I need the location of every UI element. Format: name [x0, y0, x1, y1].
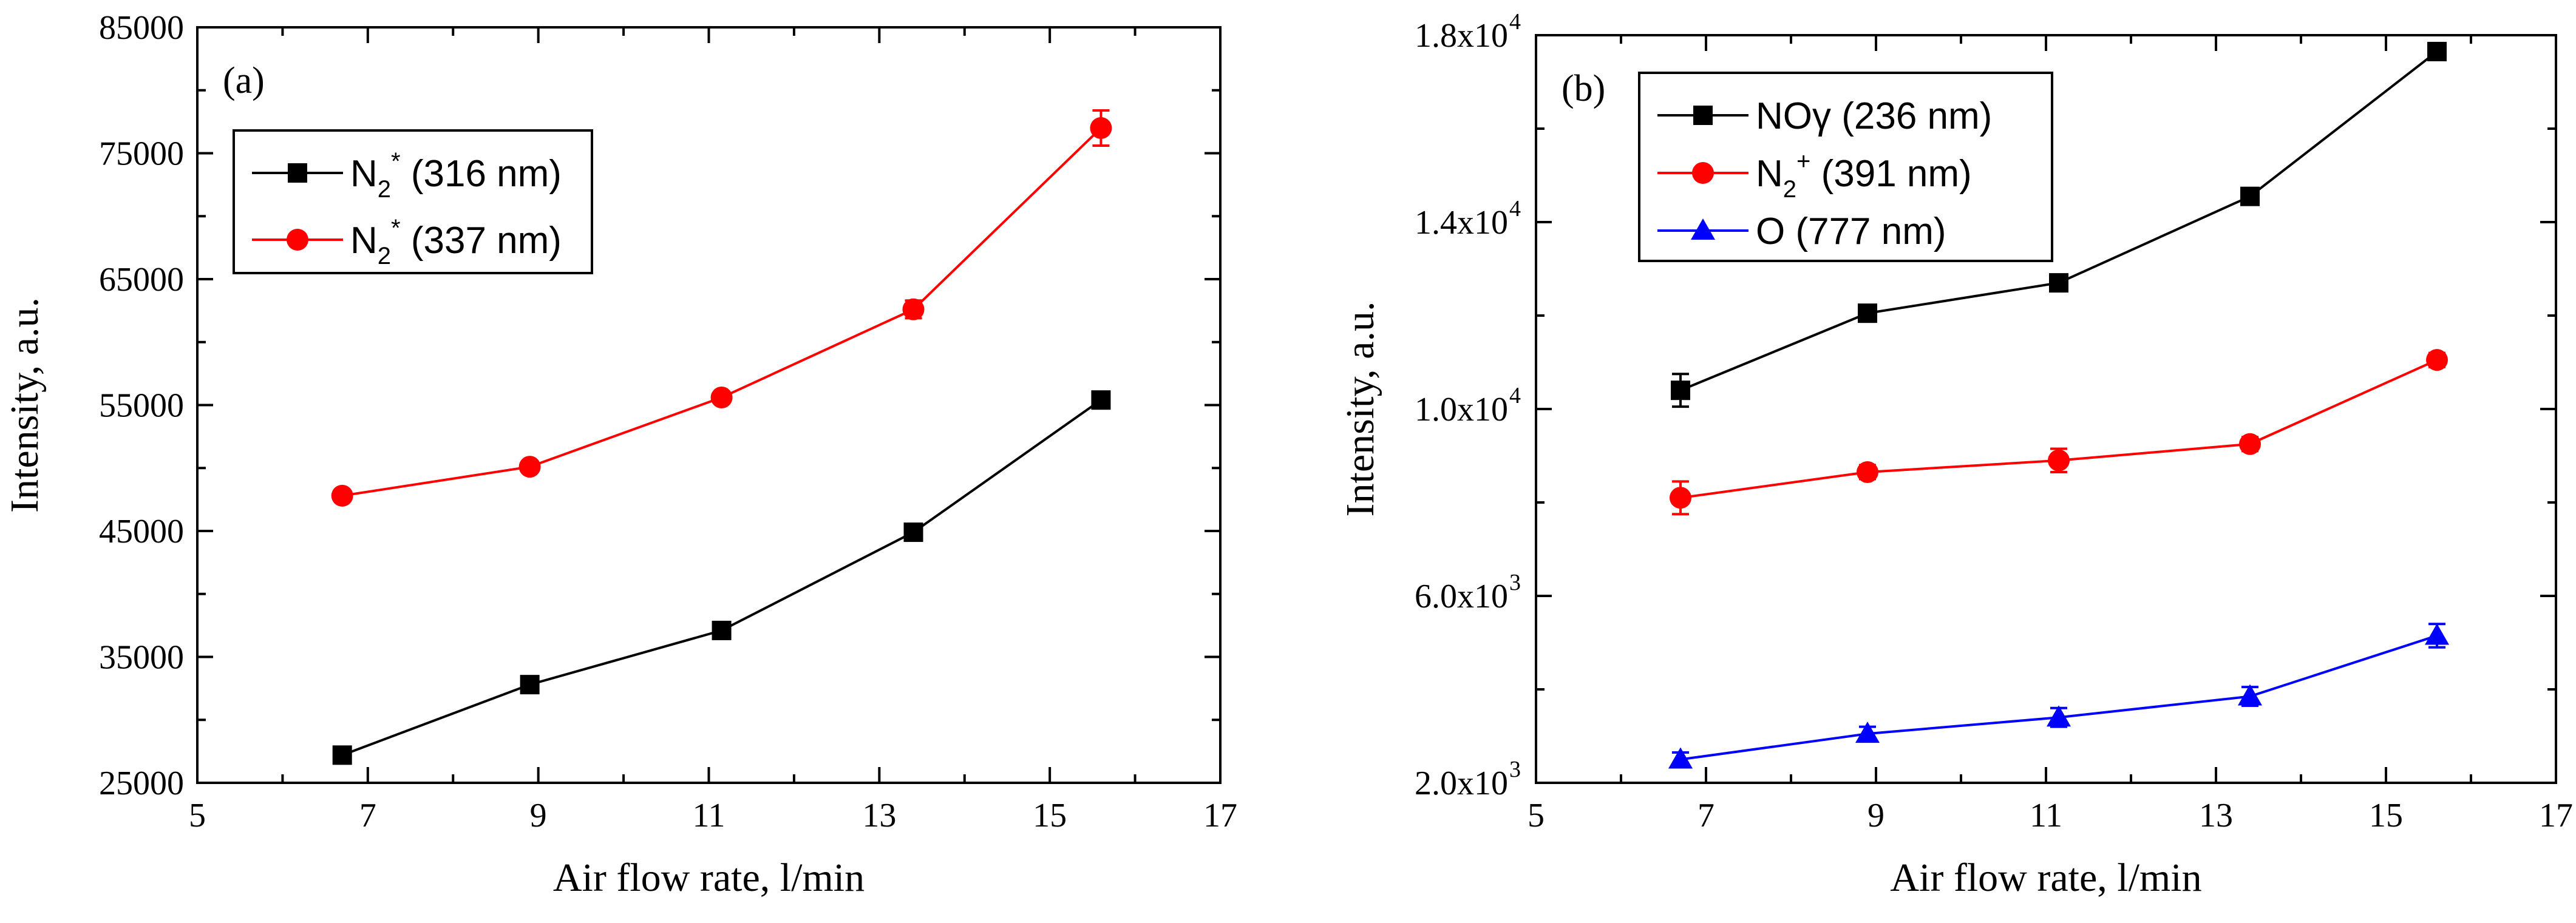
- y-tick-label-exponent: 3: [1509, 570, 1521, 595]
- data-point: [2427, 41, 2447, 61]
- x-tick-label: 5: [1528, 797, 1545, 834]
- legend-sup: *: [391, 215, 401, 242]
- panel-label: (b): [1562, 68, 1605, 109]
- series-line: [342, 399, 1102, 757]
- data-point: [2239, 433, 2261, 455]
- y-tick-label-mantissa: 6.0x10: [1415, 578, 1508, 615]
- y-tick-label: 25000: [99, 765, 184, 802]
- x-tick-label: 7: [359, 797, 376, 834]
- y-tick-label-exponent: 4: [1509, 9, 1521, 35]
- legend-marker: [1691, 218, 1715, 240]
- data-point: [520, 675, 540, 695]
- y-tick-label: 75000: [99, 135, 184, 173]
- x-tick-label: 17: [1203, 797, 1237, 834]
- data-point: [518, 456, 541, 478]
- data-point: [2425, 623, 2449, 645]
- x-tick-label: 9: [1867, 797, 1884, 834]
- data-point: [2048, 449, 2070, 472]
- y-axis-title: Intensity, a.u.: [2, 297, 47, 513]
- x-tick-label: 7: [1698, 797, 1715, 834]
- legend-sup: +: [1796, 148, 1810, 175]
- legend-label: N2* (316 nm): [350, 148, 562, 203]
- legend-main: N: [1756, 153, 1783, 195]
- series-line: [1680, 359, 2438, 499]
- legend-label: N2* (337 nm): [350, 215, 562, 269]
- y-tick-label-exponent: 4: [1509, 196, 1521, 221]
- x-axis-title: Air flow rate, l/min: [553, 856, 865, 900]
- y-tick-label: 45000: [99, 513, 184, 550]
- data-point: [1855, 722, 1880, 743]
- data-point: [1091, 390, 1111, 410]
- legend-sub: 2: [1783, 176, 1796, 203]
- data-point: [331, 484, 353, 507]
- legend-rest: (391 nm): [1810, 153, 1971, 195]
- data-point: [2240, 186, 2260, 206]
- legend-main: N: [350, 153, 378, 195]
- chart-panel-a: 5 7 9 11 13 15 17 25000 35000 45000 55000 65000 7500…: [2, 9, 1237, 900]
- legend-label: N2+ (391 nm): [1756, 148, 1972, 203]
- legend-sup: *: [391, 148, 401, 175]
- x-tick-label: 13: [862, 797, 896, 834]
- data-point: [2047, 705, 2071, 727]
- legend-label: O (777 nm): [1756, 211, 1946, 252]
- data-point: [1090, 117, 1112, 139]
- x-tick-label: 5: [189, 797, 206, 834]
- y-tick-label: 35000: [99, 639, 184, 677]
- x-tick-label: 13: [2199, 797, 2233, 834]
- data-point: [332, 745, 352, 765]
- legend-rest: (337 nm): [401, 220, 562, 262]
- data-point: [1668, 747, 1693, 769]
- data-point: [1671, 380, 1690, 401]
- x-tick-label: 11: [2030, 797, 2062, 834]
- data-point: [2426, 349, 2448, 371]
- y-axis-title: Intensity, a.u.: [1338, 302, 1382, 517]
- data-point: [712, 620, 732, 640]
- legend-main: N: [350, 220, 378, 262]
- data-point: [710, 387, 733, 409]
- x-tick-label: 11: [693, 797, 726, 834]
- x-axis-title: Air flow rate, l/min: [1890, 856, 2201, 900]
- x-tick-label: 15: [1033, 797, 1067, 834]
- y-tick-label-exponent: 4: [1509, 383, 1521, 408]
- chart-panel-b: 5 7 9 11 13 15 172.0x10 36.0x10 31.0x10 41.4x10 41…: [1338, 9, 2573, 900]
- y-tick-label: 55000: [99, 387, 184, 425]
- legend-marker: [1692, 162, 1714, 184]
- x-tick-label: 9: [530, 797, 547, 834]
- y-tick-label-mantissa: 2.0x10: [1415, 765, 1508, 802]
- data-point: [1858, 303, 1877, 323]
- data-point: [2049, 273, 2068, 293]
- y-tick-label-mantissa: 1.8x10: [1415, 17, 1508, 55]
- y-tick-label: 85000: [99, 9, 184, 47]
- legend-main: NOγ (236 nm): [1756, 95, 1992, 137]
- data-point: [1670, 487, 1691, 509]
- x-tick-label: 15: [2369, 797, 2403, 834]
- y-tick-label-mantissa: 1.4x10: [1415, 204, 1508, 242]
- x-tick-label: 17: [2539, 797, 2573, 834]
- legend-marker: [1693, 106, 1713, 125]
- y-tick-label-mantissa: 1.0x10: [1415, 391, 1508, 428]
- y-tick-label: 65000: [99, 261, 184, 299]
- legend-label: NOγ (236 nm): [1756, 95, 1992, 137]
- legend-sub: 2: [378, 176, 391, 203]
- legend-sub: 2: [378, 243, 391, 269]
- legend-main: O (777 nm): [1756, 211, 1946, 252]
- data-point: [2238, 684, 2262, 706]
- data-point: [902, 298, 925, 320]
- data-point: [903, 522, 923, 543]
- legend-marker: [287, 229, 308, 251]
- panel-label: (a): [223, 60, 265, 101]
- data-point: [1857, 461, 1878, 483]
- legend-rest: (316 nm): [401, 153, 562, 195]
- legend-marker: [288, 163, 307, 183]
- series-line: [1680, 634, 2438, 761]
- y-tick-label-exponent: 3: [1509, 757, 1521, 782]
